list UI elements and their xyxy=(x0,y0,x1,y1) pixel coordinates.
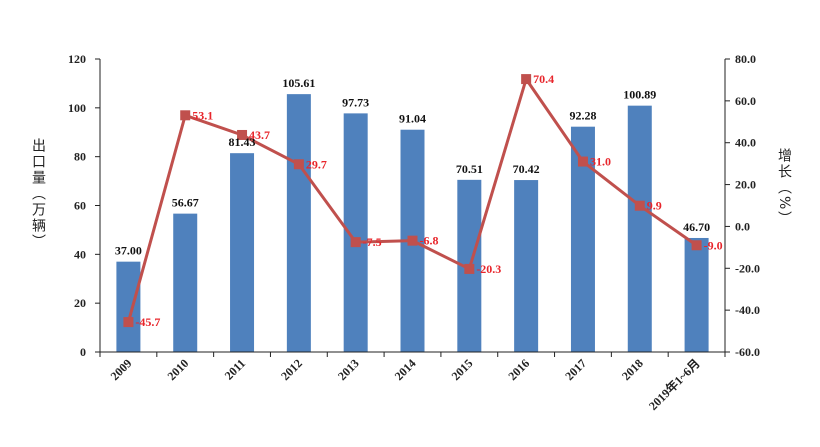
growth-value-label: 9.9 xyxy=(647,199,662,213)
bar-value-label: 105.61 xyxy=(282,76,315,90)
y-tick-label-left: 60 xyxy=(74,199,86,213)
growth-marker xyxy=(237,129,248,140)
x-tick-label: 2011 xyxy=(222,356,248,382)
bar xyxy=(173,213,198,352)
bar-value-label: 92.28 xyxy=(569,109,596,123)
x-tick-label: 2009 xyxy=(108,356,135,383)
y-tick-label-right: 60.0 xyxy=(735,94,756,108)
growth-value-label: -6.8 xyxy=(420,234,439,248)
y-tick-label-left: 0 xyxy=(80,345,86,359)
x-tick-label: 2012 xyxy=(278,356,305,383)
bar xyxy=(627,105,652,352)
bar xyxy=(514,180,539,352)
x-tick-label: 2018 xyxy=(619,356,646,383)
growth-marker xyxy=(293,159,304,170)
growth-value-label: -9.0 xyxy=(704,238,723,252)
y-tick-label-left: 120 xyxy=(68,52,86,66)
growth-value-label: -45.7 xyxy=(135,315,160,329)
bar-value-label: 91.04 xyxy=(399,112,426,126)
growth-value-label: 70.4 xyxy=(533,72,554,86)
bar xyxy=(230,153,255,352)
growth-value-label: -7.5 xyxy=(363,235,382,249)
y-axis-right-label: 增长（%） xyxy=(776,148,792,228)
y-axis-left-label: 出口量（万辆） xyxy=(30,138,46,250)
growth-marker xyxy=(691,240,702,251)
growth-marker xyxy=(123,317,134,328)
labels-group: 37.00 56.67 81.43 105.61 97.73 91.04 70.51 70.4… xyxy=(115,72,723,329)
bar-value-label: 56.67 xyxy=(172,196,199,210)
y-tick-label-right: 80.0 xyxy=(735,52,756,66)
y-tick-label-right: -20.0 xyxy=(735,261,760,275)
growth-marker xyxy=(634,200,645,211)
y-tick-label-right: 20.0 xyxy=(735,178,756,192)
x-tick-label: 2010 xyxy=(164,356,191,383)
bar-value-label: 70.42 xyxy=(513,162,540,176)
y-tick-label-right: 40.0 xyxy=(735,136,756,150)
growth-value-label: 31.0 xyxy=(590,155,611,169)
growth-value-label: 43.7 xyxy=(249,128,270,142)
y-tick-label-left: 40 xyxy=(74,247,86,261)
bar-value-label: 46.70 xyxy=(683,220,710,234)
x-tick-label: 2015 xyxy=(449,356,476,383)
growth-marker xyxy=(577,156,588,167)
growth-value-label: 29.7 xyxy=(306,157,327,171)
x-tick-label: 2019年1~6月 xyxy=(645,356,702,413)
bar-value-label: 100.89 xyxy=(623,88,656,102)
growth-marker xyxy=(521,74,532,85)
growth-value-label: -20.3 xyxy=(476,262,501,276)
y-tick-label-right: 0.0 xyxy=(735,219,750,233)
bar-value-label: 70.51 xyxy=(456,162,483,176)
x-tick-label: 2016 xyxy=(505,356,532,383)
y-tick-label-right: -40.0 xyxy=(735,303,760,317)
growth-marker xyxy=(407,235,418,246)
y-tick-label-left: 80 xyxy=(74,150,86,164)
bar-value-label: 37.00 xyxy=(115,244,142,258)
x-tick-label: 2014 xyxy=(392,356,419,383)
bar xyxy=(286,94,311,352)
bars-group xyxy=(116,94,709,352)
growth-marker xyxy=(350,237,361,248)
y-tick-label-left: 100 xyxy=(68,101,86,115)
y-tick-label-right: -60.0 xyxy=(735,345,760,359)
y-tick-label-left: 20 xyxy=(74,296,86,310)
x-tick-label: 2013 xyxy=(335,356,362,383)
bar xyxy=(116,261,141,352)
bar-value-label: 97.73 xyxy=(342,95,369,109)
bar xyxy=(684,237,709,352)
bar-value-label: 81.43 xyxy=(229,135,256,149)
growth-marker xyxy=(180,110,191,121)
x-tick-label: 2017 xyxy=(562,356,589,383)
line-group xyxy=(123,74,702,328)
growth-marker xyxy=(464,263,475,274)
growth-value-label: 53.1 xyxy=(192,108,213,122)
